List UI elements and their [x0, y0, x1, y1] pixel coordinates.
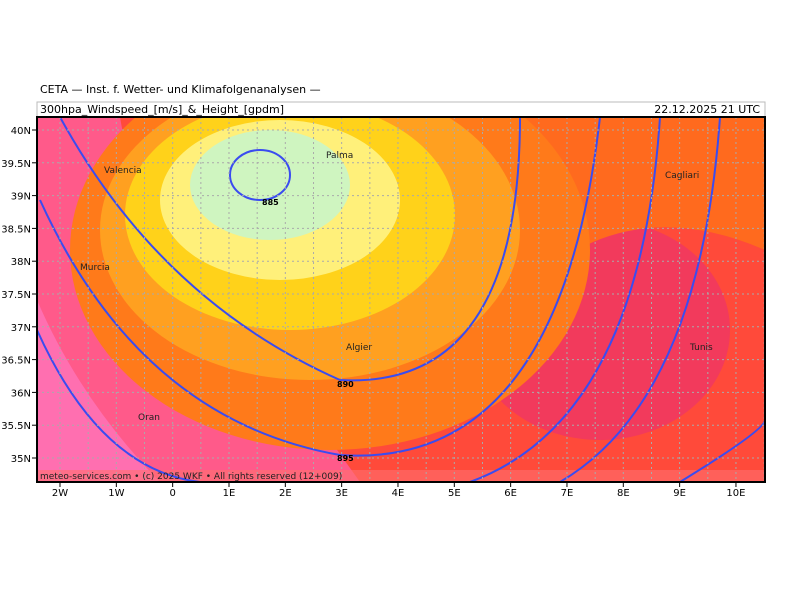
- place-label: Valencia: [104, 166, 142, 176]
- contour-label: 890: [337, 380, 354, 389]
- lon-label: 1E: [223, 488, 236, 499]
- lon-label: 3E: [335, 488, 348, 499]
- lat-label: 38.5N: [1, 224, 31, 235]
- lat-label: 40N: [11, 126, 31, 137]
- lat-label: 39.5N: [1, 159, 31, 170]
- lat-label: 35.5N: [1, 421, 31, 432]
- lon-label: 8E: [617, 488, 630, 499]
- contour-label: 885: [262, 198, 279, 207]
- field: [37, 117, 765, 482]
- lon-label: 2W: [52, 488, 68, 499]
- lon-label: 2E: [279, 488, 292, 499]
- lon-label: 7E: [561, 488, 574, 499]
- lat-label: 36N: [11, 388, 31, 399]
- footer: meteo-services.com • (c) 2025 WKF • All …: [40, 472, 342, 482]
- header-product: 300hpa_Windspeed_[m/s]_&_Height_[gpdm]: [40, 103, 284, 116]
- lon-label: 9E: [673, 488, 686, 499]
- map-frame: [36, 116, 766, 483]
- lon-label: 0: [169, 488, 175, 499]
- lat-label: 37N: [11, 323, 31, 334]
- contour-label: 895: [337, 454, 354, 463]
- lat-label: 39N: [11, 192, 31, 203]
- place-label: Cagliari: [665, 171, 699, 181]
- header-title: CETA — Inst. f. Wetter- und Klimafolgena…: [40, 83, 321, 96]
- place-label: Algier: [346, 343, 372, 353]
- lat-label: 37.5N: [1, 290, 31, 301]
- place-label: Oran: [138, 413, 160, 423]
- place-label: Murcia: [80, 263, 110, 273]
- lon-label: 6E: [504, 488, 517, 499]
- lon-label: 4E: [392, 488, 405, 499]
- lon-label: 5E: [448, 488, 461, 499]
- lat-label: 38N: [11, 257, 31, 268]
- place-label: Palma: [326, 151, 353, 161]
- lon-label: 10E: [726, 488, 745, 499]
- header-valid: 22.12.2025 21 UTC: [654, 103, 760, 116]
- lat-label: 35N: [11, 454, 31, 465]
- place-label: Tunis: [689, 343, 713, 353]
- lon-label: 1W: [108, 488, 124, 499]
- lat-label: 36.5N: [1, 356, 31, 367]
